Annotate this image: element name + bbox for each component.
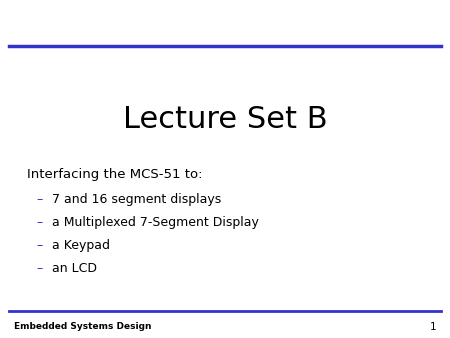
Text: –: –: [36, 262, 43, 275]
Text: Lecture Set B: Lecture Set B: [123, 105, 327, 135]
Text: 1: 1: [430, 322, 436, 332]
Text: a Keypad: a Keypad: [52, 239, 110, 252]
Text: –: –: [36, 216, 43, 229]
Text: –: –: [36, 239, 43, 252]
Text: –: –: [36, 193, 43, 206]
Text: Embedded Systems Design: Embedded Systems Design: [14, 322, 151, 331]
Text: 7 and 16 segment displays: 7 and 16 segment displays: [52, 193, 221, 206]
Text: Interfacing the MCS-51 to:: Interfacing the MCS-51 to:: [27, 168, 202, 180]
Text: a Multiplexed 7-Segment Display: a Multiplexed 7-Segment Display: [52, 216, 259, 229]
Text: an LCD: an LCD: [52, 262, 97, 275]
